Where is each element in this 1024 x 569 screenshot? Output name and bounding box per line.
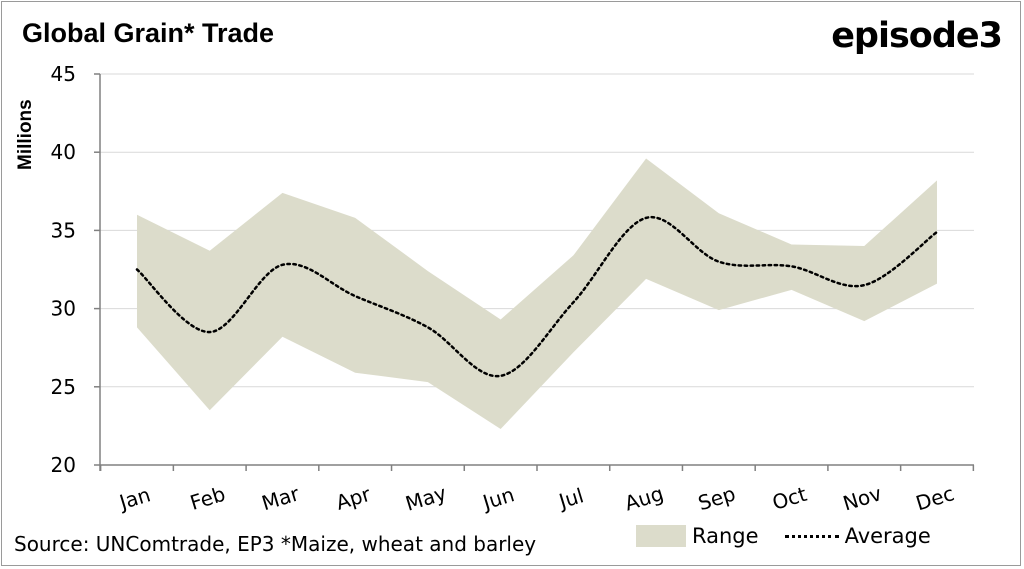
chart-legend: Range Average <box>636 524 931 548</box>
x-tick-label: Apr <box>333 482 374 515</box>
y-tick-label: 30 <box>51 297 76 321</box>
y-tick-label: 45 <box>51 62 76 86</box>
legend-average-label: Average <box>844 524 931 548</box>
x-tick-label: Nov <box>840 481 885 515</box>
x-tick-label: Feb <box>187 482 228 515</box>
x-tick-label: Oct <box>769 482 809 515</box>
source-note: Source: UNComtrade, EP3 *Maize, wheat an… <box>14 532 537 556</box>
x-tick-label: May <box>403 481 450 516</box>
y-tick-label: 35 <box>51 218 76 242</box>
legend-range-label: Range <box>692 524 759 548</box>
x-tick-label: Mar <box>259 481 303 515</box>
y-tick-label: 40 <box>51 140 76 164</box>
brand-logo: episode3 <box>831 16 1003 56</box>
legend-average-line <box>784 534 839 538</box>
y-tick-label: 25 <box>51 375 76 399</box>
legend-range-swatch <box>636 525 686 547</box>
x-tick-label: Aug <box>622 481 666 515</box>
x-tick-label: Jan <box>115 482 153 515</box>
range-band <box>137 158 937 430</box>
x-tick-label: Dec <box>913 481 957 515</box>
chart-title: Global Grain* Trade <box>22 18 275 48</box>
x-tick-label: Jul <box>554 483 586 514</box>
x-tick-label: Jun <box>478 482 517 515</box>
y-tick-label: 20 <box>51 453 76 477</box>
average-line <box>135 216 939 378</box>
x-tick-label: Sep <box>695 481 738 515</box>
